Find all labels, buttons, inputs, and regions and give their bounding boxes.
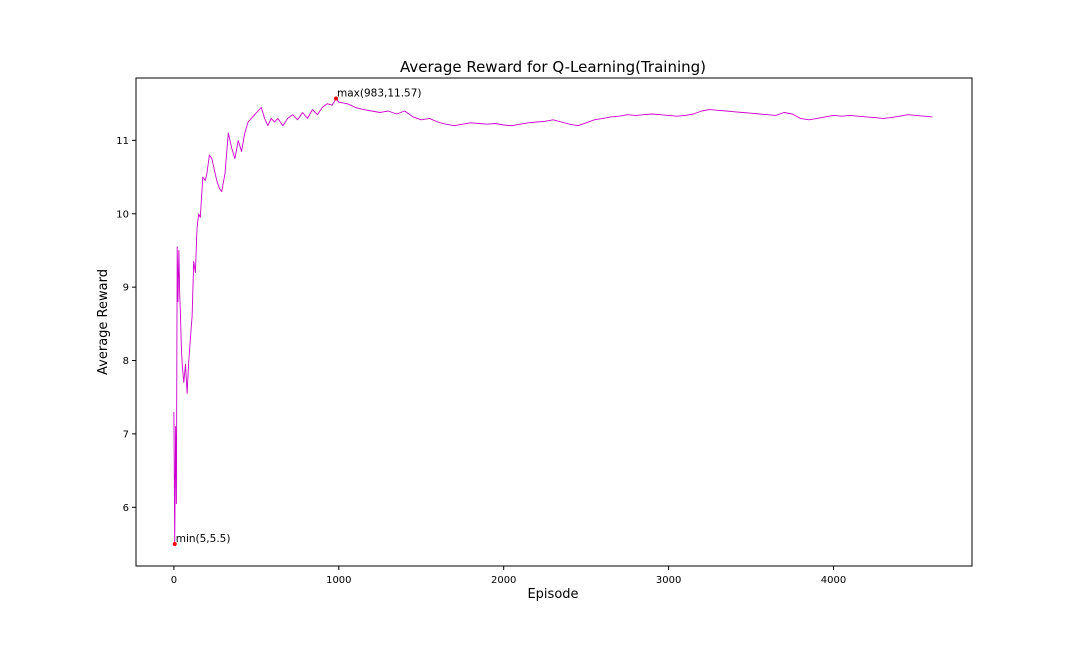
x-axis-label: Episode xyxy=(527,587,578,602)
chart-title: Average Reward for Q-Learning(Training) xyxy=(400,58,706,76)
annotation-point xyxy=(334,96,339,101)
y-tick-label: 7 xyxy=(123,429,129,440)
y-tick-label: 6 xyxy=(123,503,129,514)
annotation-label: min(5,5.5) xyxy=(176,533,231,545)
plot-area xyxy=(173,98,933,545)
x-tick-label: 3000 xyxy=(656,575,681,586)
y-tick-label: 11 xyxy=(116,136,129,147)
y-tick-label: 8 xyxy=(123,356,129,367)
x-tick-label: 2000 xyxy=(491,575,516,586)
y-tick-label: 10 xyxy=(116,209,129,220)
annotation-point xyxy=(172,541,177,546)
x-tick-label: 4000 xyxy=(821,575,846,586)
annotation-label: max(983,11.57) xyxy=(337,88,422,100)
plot-frame xyxy=(135,77,973,567)
x-tick-label: 1000 xyxy=(326,575,351,586)
y-tick-label: 9 xyxy=(123,283,129,294)
x-axis-ticks: 0 1000 2000 3000 4000 xyxy=(171,566,846,586)
annotations: min(5,5.5) max(983,11.57) xyxy=(172,88,422,546)
x-tick-label: 0 xyxy=(171,575,177,586)
series-line xyxy=(173,98,933,545)
y-axis-ticks: 6 7 8 9 10 11 xyxy=(116,136,136,514)
y-axis-label: Average Reward xyxy=(96,269,111,375)
